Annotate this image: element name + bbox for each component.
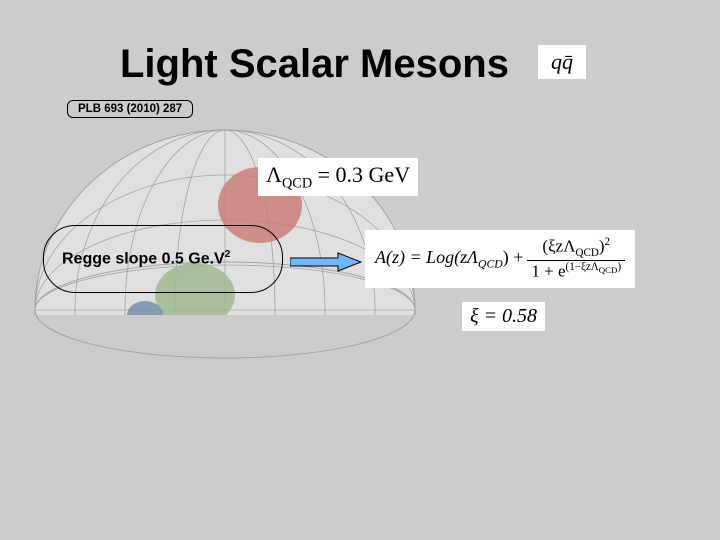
lambda-qcd-value: ΛQCD = 0.3 GeV	[258, 158, 418, 196]
regge-slope-box: Regge slope 0.5 Ge.V2	[43, 225, 283, 293]
xi-value: ξ = 0.58	[462, 302, 545, 331]
dilaton-formula: A(z) = Log(zΛQCD) + (ξzΛQCD)2 1 + e(1−ξz…	[365, 230, 635, 288]
citation-box: PLB 693 (2010) 287	[67, 100, 193, 118]
qqbar-symbol: qq̄	[538, 45, 586, 79]
page-title: Light Scalar Mesons	[120, 42, 509, 87]
arrow-icon	[290, 252, 362, 272]
